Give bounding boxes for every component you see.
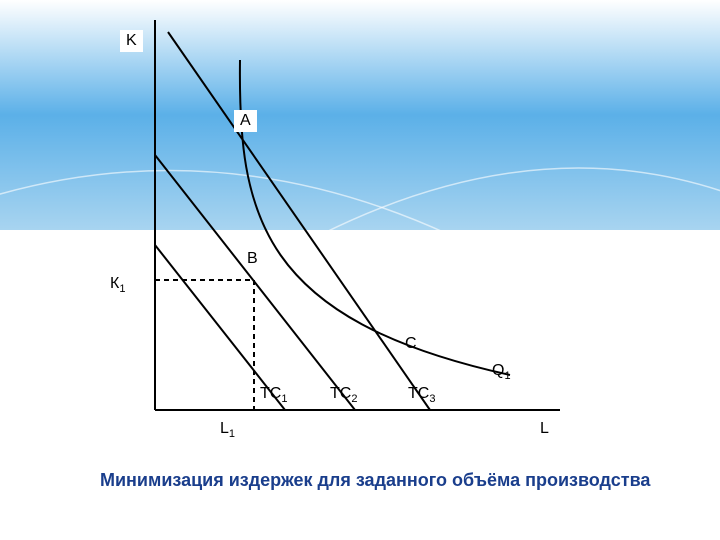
- point-b-label: В: [247, 250, 258, 268]
- curve-isoquant: [240, 60, 510, 375]
- caption-text: Минимизация издержек для заданного объём…: [100, 470, 650, 491]
- label-tc3: ТС3: [408, 385, 435, 405]
- label-tc2: ТС2: [330, 385, 357, 405]
- guide-l1-label: L1: [220, 420, 235, 440]
- axis-y-label: K: [120, 30, 143, 52]
- axis-x-label: L: [540, 420, 549, 438]
- chart-svg: [0, 0, 720, 540]
- point-a-label: А: [234, 110, 257, 132]
- point-c-label: С: [405, 335, 417, 353]
- label-tc1: ТС1: [260, 385, 287, 405]
- guide-k1-label: К1: [110, 275, 125, 295]
- label-q1: Q1: [492, 362, 511, 382]
